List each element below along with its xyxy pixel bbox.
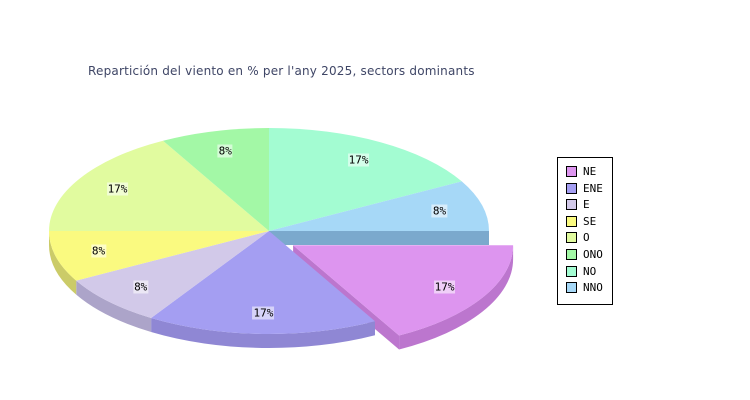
legend-label-NO: NO	[583, 264, 597, 278]
pie-slice-NNO	[269, 181, 489, 231]
pie-slice-ENE	[151, 231, 375, 334]
legend-item-SE: SE	[566, 214, 612, 228]
slice-label-NE: 17%	[433, 280, 456, 294]
legend-item-E: E	[566, 198, 612, 212]
pie-rim-wall-ENE	[151, 317, 375, 348]
slice-label-O: 17%	[106, 182, 129, 196]
legend-item-ENE: ENE	[566, 181, 612, 195]
pie-slice-O	[49, 140, 269, 231]
legend: NE ENE E SE O ONO NO NNO	[557, 157, 613, 305]
legend-label-E: E	[583, 198, 590, 212]
slice-label-ENE: 17%	[252, 306, 275, 320]
legend-item-NO: NO	[566, 264, 612, 278]
pie-interior-wall	[269, 231, 489, 245]
pie-rim-wall-SE	[49, 231, 77, 295]
pie-rim-wall-NE	[399, 245, 514, 350]
legend-label-SE: SE	[583, 214, 597, 228]
legend-swatch-NE	[566, 166, 577, 177]
legend-label-NNO: NNO	[583, 281, 603, 295]
legend-swatch-NO	[566, 265, 577, 277]
pie-slice-E	[76, 231, 270, 318]
chart-title: Repartición del viento en % per l'any 20…	[88, 64, 475, 78]
legend-swatch-E	[566, 199, 577, 211]
slice-label-SE: 8%	[90, 244, 107, 258]
pie-slice-ONO	[163, 128, 269, 231]
legend-label-ONO: ONO	[583, 247, 603, 261]
legend-item-ONO: ONO	[566, 247, 612, 261]
legend-label-O: O	[583, 231, 590, 245]
legend-item-NNO: NNO	[566, 281, 612, 295]
legend-swatch-SE	[566, 215, 577, 227]
slice-label-E: 8%	[133, 280, 149, 294]
legend-swatch-ENE	[566, 182, 577, 194]
legend-swatch-NNO	[566, 282, 577, 294]
legend-label-NE: NE	[583, 165, 597, 178]
pie-slice-NO	[269, 128, 462, 231]
pie-slice-SE	[49, 231, 269, 281]
slice-label-NNO: 8%	[431, 204, 448, 217]
pie-slice-NE	[293, 245, 514, 336]
legend-item-NE: NE	[566, 166, 612, 177]
pie-rim-wall-E	[76, 280, 152, 332]
slice-label-ONO: 8%	[217, 144, 233, 158]
legend-item-O: O	[566, 231, 612, 245]
legend-swatch-ONO	[566, 248, 577, 260]
slice-label-NO: 17%	[347, 153, 370, 167]
legend-swatch-O	[566, 232, 577, 244]
legend-label-ENE: ENE	[583, 181, 603, 195]
